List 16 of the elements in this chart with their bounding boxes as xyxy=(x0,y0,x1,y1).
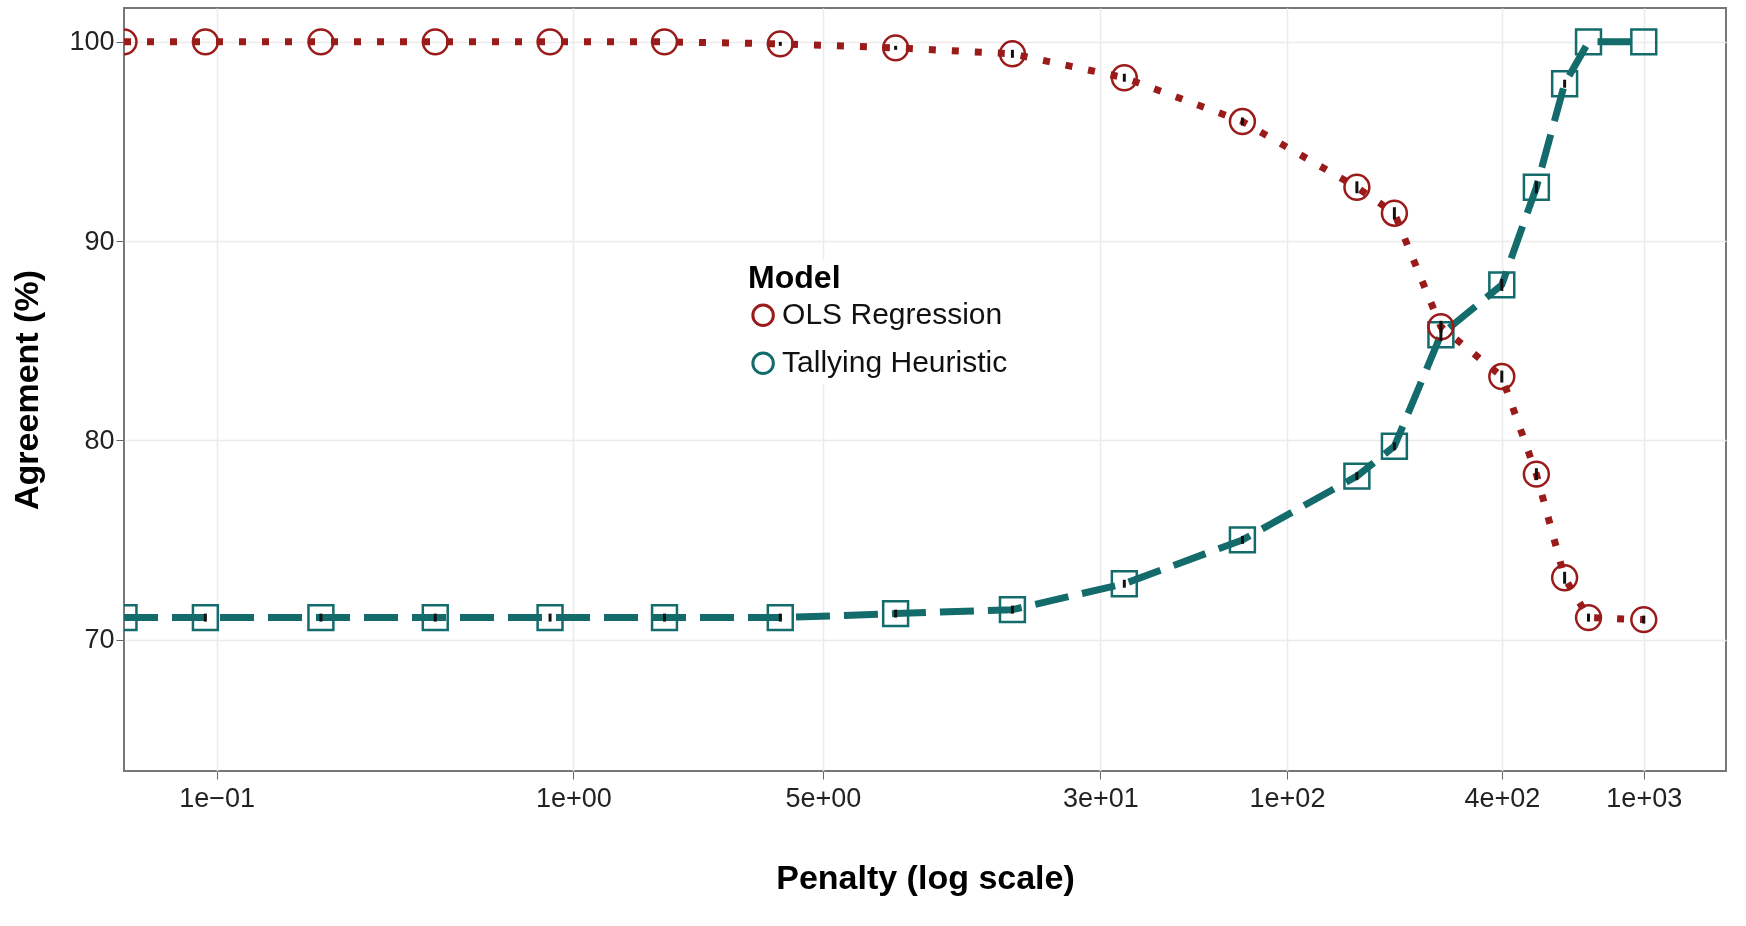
x-tick-label: 1e+03 xyxy=(1606,782,1683,813)
x-axis-title: Penalty (log scale) xyxy=(776,857,1075,896)
y-tick-label: 80 xyxy=(84,424,115,455)
x-tick-label: 1e+00 xyxy=(536,782,612,813)
x-tick-label: 1e+02 xyxy=(1249,782,1326,813)
legend-label: Tallying Heuristic xyxy=(782,345,1008,379)
x-tick-label: 3e+01 xyxy=(1063,782,1139,813)
x-tick-label: 1e−01 xyxy=(179,782,256,813)
y-tick-label: 90 xyxy=(84,225,115,256)
y-tick-label: 70 xyxy=(84,624,115,655)
x-tick-label: 5e+00 xyxy=(785,782,862,813)
y-axis-title: Agreement (%) xyxy=(7,270,46,510)
x-tick-label: 4e+02 xyxy=(1464,782,1541,813)
y-tick-label: 100 xyxy=(69,26,115,57)
legend-label: OLS Regression xyxy=(782,297,1003,331)
legend-title: Model xyxy=(748,259,841,296)
